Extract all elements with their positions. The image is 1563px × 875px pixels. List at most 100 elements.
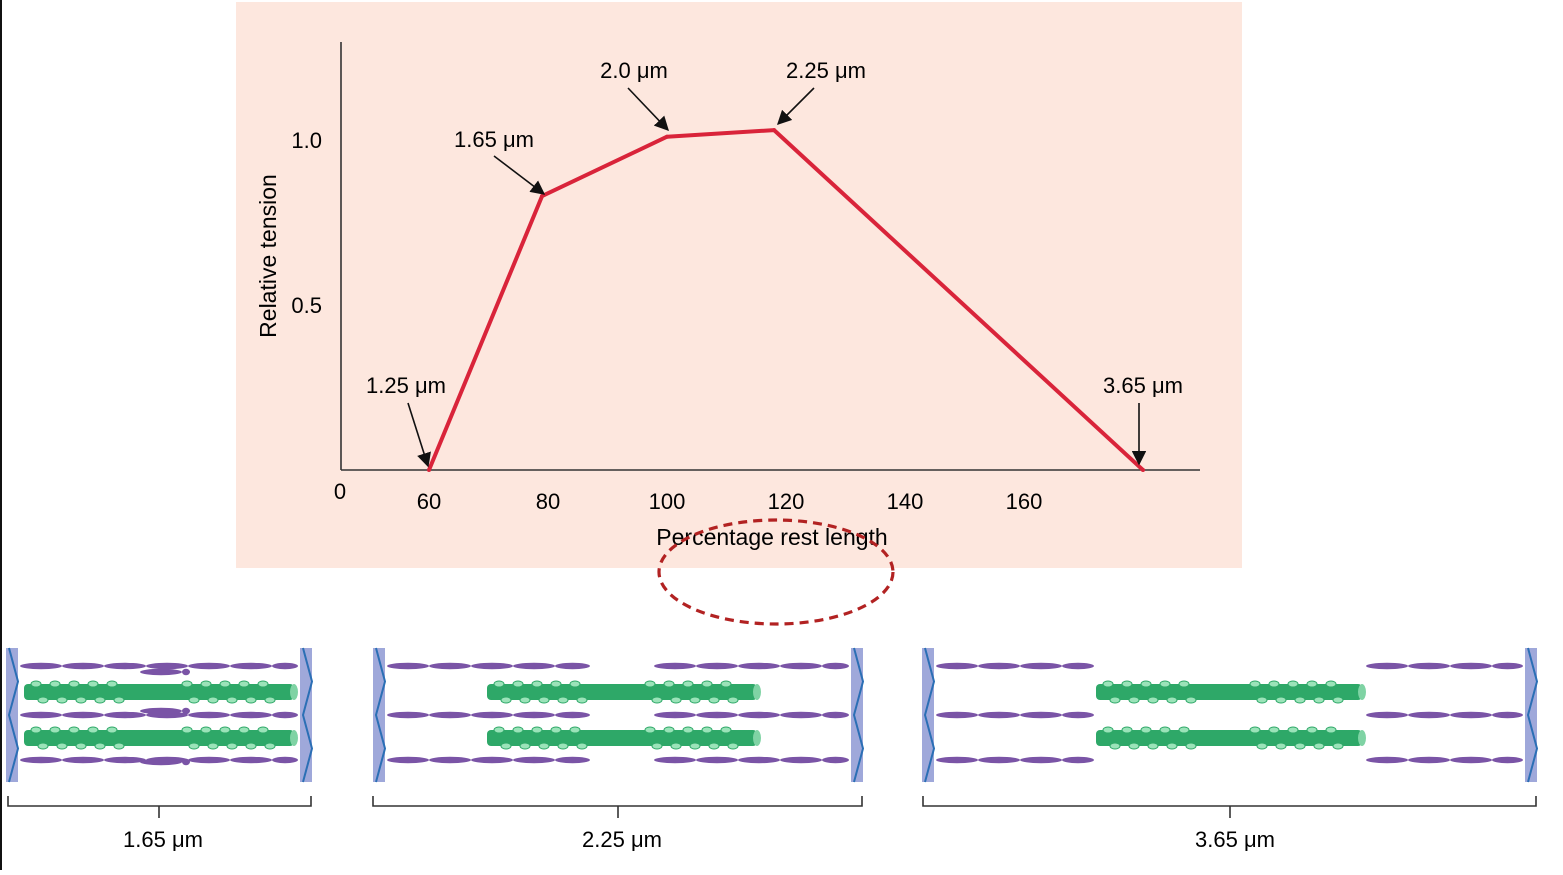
myosin-head [1332,696,1344,704]
x-tick-label: 60 [417,489,441,514]
myosin-head [1166,742,1178,750]
actin-segment [1408,711,1450,719]
myosin-head [200,680,212,688]
myosin-head [68,726,80,734]
myosin-head [56,696,68,704]
myosin-head [727,696,739,704]
myosin-head [1159,726,1171,734]
myosin-head [1294,696,1306,704]
myosin-head [720,680,732,688]
myosin-head [1178,726,1190,734]
left-border [0,0,2,870]
actin-segment [429,662,471,670]
myosin-head [1159,680,1171,688]
myosin-head [1294,742,1306,750]
myosin-end [290,730,298,746]
annotation-label-2: 1.65 μm [454,127,534,152]
myosin-head [56,742,68,750]
myosin-head [30,726,42,734]
myosin-head [257,726,269,734]
myosin-head [493,726,505,734]
actin-segment [654,662,696,670]
myosin-head [512,680,524,688]
myosin-head [188,742,200,750]
actin-segment [188,756,230,764]
myosin-head [538,742,550,750]
myosin-head [75,696,87,704]
x-tick-label: 160 [1006,489,1043,514]
myosin-head [188,696,200,704]
myosin-head [1325,726,1337,734]
x-tick-labels: 60 80 100 120 140 160 [417,489,1043,514]
myosin-head [181,680,193,688]
y-tick-label: 0.5 [291,293,322,318]
actin-segment [140,758,182,766]
myosin-head [219,726,231,734]
myosin-head [557,742,569,750]
myosin-head [1166,696,1178,704]
myosin-head [1332,742,1344,750]
sarcomere-diagram-3 [922,647,1539,783]
actin-segment [1062,756,1094,764]
myosin-head [1140,680,1152,688]
z-disc [373,648,385,782]
actin-segment [104,756,146,764]
myosin-head [557,696,569,704]
myosin-head [238,726,250,734]
length-bracket-2 [372,796,863,818]
myosin-head [1102,726,1114,734]
myosin-head [1185,696,1197,704]
actin-segment [1492,711,1523,719]
myosin-head [689,742,701,750]
annotation-arrow-2 [493,155,546,195]
myosin-filament [24,730,294,746]
myosin-head [1249,726,1261,734]
myosin-head [1275,696,1287,704]
myosin-head [538,696,550,704]
myosin-head [576,696,588,704]
z-line [7,647,20,783]
myosin-head [550,680,562,688]
x-axis-label: Percentage rest length [656,524,887,550]
actin-segment [936,711,978,719]
length-bracket-3 [922,796,1537,818]
actin-segment [1020,662,1062,670]
myosin-head [1178,680,1190,688]
curve-point [540,194,545,199]
myosin-end [1358,684,1366,700]
actin-segment [1020,756,1062,764]
chart-panel [236,2,1242,568]
myosin-head [1256,696,1268,704]
actin-segment [513,662,555,670]
myosin-head [519,742,531,750]
actin-segment [471,711,513,719]
actin-segment [62,662,104,670]
actin-segment [978,711,1020,719]
myosin-head [1268,680,1280,688]
annotation-label-1: 1.25 μm [366,373,446,398]
actin-segment [146,662,188,670]
sarcomere-label-3: 3.65 μm [1195,827,1275,852]
myosin-end [753,730,761,746]
myosin-head [569,680,581,688]
actin-segment [822,711,849,719]
y-tick-labels: 0.5 1.0 [291,128,322,318]
myosin-head [550,726,562,734]
actin-segment [1062,711,1094,719]
myosin-head [1287,680,1299,688]
myosin-head [30,680,42,688]
x-tick-label: 120 [768,489,805,514]
z-disc [851,648,863,782]
actin-segment [696,662,738,670]
z-disc [922,648,934,782]
sarcomere-label-2: 2.25 μm [582,827,662,852]
myosin-head [701,680,713,688]
myosin-filament [487,730,757,746]
myosin-head [207,696,219,704]
myosin-head [1249,680,1261,688]
actin-segment [654,711,696,719]
actin-segment [104,711,146,719]
z-line [1526,647,1539,783]
actin-segment [188,662,230,670]
myosin-head [663,680,675,688]
